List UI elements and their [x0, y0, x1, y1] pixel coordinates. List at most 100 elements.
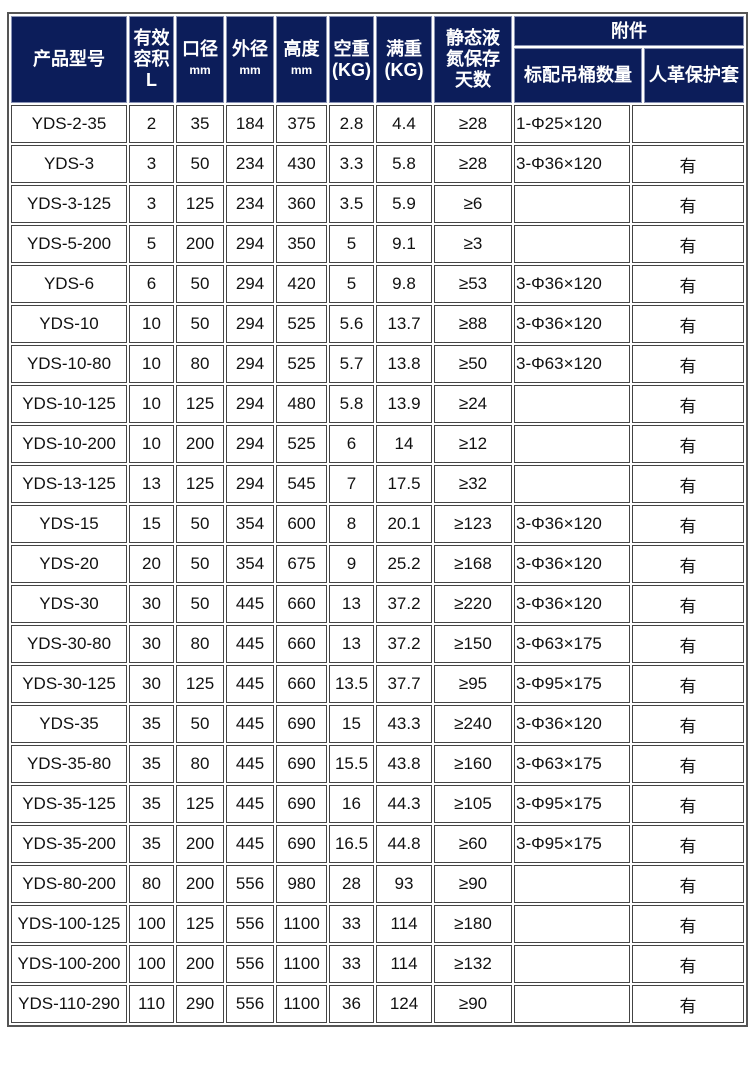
cell-volume: 35: [129, 705, 174, 743]
cell-volume: 10: [129, 425, 174, 463]
cell-storage-days: ≥50: [434, 345, 512, 383]
cell-cover: 有: [632, 185, 744, 223]
table-row: YDS-10-125 10 125 294 480 5.8 13.9 ≥24 有: [11, 385, 744, 423]
cell-cover: 有: [632, 465, 744, 503]
cell-model: YDS-10: [11, 305, 127, 343]
cell-empty-weight: 15: [329, 705, 374, 743]
cell-canisters: 3-Φ95×175: [514, 825, 630, 863]
cell-full-weight: 5.8: [376, 145, 432, 183]
cell-empty-weight: 13: [329, 625, 374, 663]
header-outer: 外径 mm: [226, 16, 274, 103]
header-storage-line: 静态液: [446, 28, 500, 48]
cell-mouth: 125: [176, 385, 224, 423]
cell-outer: 294: [226, 425, 274, 463]
header-storage-line: 天数: [455, 70, 491, 90]
header-unit: mm: [239, 62, 261, 77]
cell-mouth: 200: [176, 865, 224, 903]
cell-canisters: 3-Φ63×120: [514, 345, 630, 383]
spec-table: 产品型号 有效 容积 L 口径 mm 外径 mm 高度 mm 空重 (KG) 满重 (KG) …: [7, 12, 748, 1027]
cell-outer: 556: [226, 905, 274, 943]
cell-mouth: 125: [176, 185, 224, 223]
cell-empty-weight: 3.3: [329, 145, 374, 183]
cell-outer: 294: [226, 465, 274, 503]
table-row: YDS-35 35 50 445 690 15 43.3 ≥240 3-Φ36×120 有: [11, 705, 744, 743]
cell-canisters: [514, 865, 630, 903]
cell-height: 1100: [276, 985, 327, 1023]
cell-full-weight: 37.2: [376, 585, 432, 623]
header-mouth-label: 口径: [182, 38, 218, 59]
cell-height: 690: [276, 705, 327, 743]
cell-outer: 445: [226, 625, 274, 663]
header-volume-line: L: [146, 70, 157, 90]
cell-model: YDS-10-125: [11, 385, 127, 423]
cell-storage-days: ≥12: [434, 425, 512, 463]
cell-height: 525: [276, 345, 327, 383]
cell-outer: 556: [226, 865, 274, 903]
cell-mouth: 35: [176, 105, 224, 143]
cell-empty-weight: 5.7: [329, 345, 374, 383]
cell-canisters: 3-Φ95×175: [514, 665, 630, 703]
cell-outer: 445: [226, 825, 274, 863]
cell-empty-weight: 5.6: [329, 305, 374, 343]
cell-cover: 有: [632, 905, 744, 943]
cell-full-weight: 124: [376, 985, 432, 1023]
cell-canisters: 3-Φ36×120: [514, 705, 630, 743]
cell-full-weight: 9.8: [376, 265, 432, 303]
cell-model: YDS-30-125: [11, 665, 127, 703]
cell-storage-days: ≥105: [434, 785, 512, 823]
cell-volume: 13: [129, 465, 174, 503]
cell-full-weight: 114: [376, 945, 432, 983]
cell-cover: 有: [632, 545, 744, 583]
cell-empty-weight: 16: [329, 785, 374, 823]
cell-empty-weight: 33: [329, 905, 374, 943]
cell-full-weight: 17.5: [376, 465, 432, 503]
cell-outer: 234: [226, 185, 274, 223]
cell-mouth: 50: [176, 305, 224, 343]
cell-storage-days: ≥90: [434, 985, 512, 1023]
cell-height: 690: [276, 825, 327, 863]
cell-cover: 有: [632, 785, 744, 823]
cell-cover: 有: [632, 225, 744, 263]
cell-volume: 35: [129, 745, 174, 783]
cell-model: YDS-2-35: [11, 105, 127, 143]
table-row: YDS-35-80 35 80 445 690 15.5 43.8 ≥160 3-Φ63×175…: [11, 745, 744, 783]
cell-model: YDS-35-125: [11, 785, 127, 823]
cell-outer: 294: [226, 265, 274, 303]
header-volume-line: 容积: [133, 49, 170, 69]
cell-mouth: 200: [176, 825, 224, 863]
table-row: YDS-6 6 50 294 420 5 9.8 ≥53 3-Φ36×120 有: [11, 265, 744, 303]
cell-empty-weight: 36: [329, 985, 374, 1023]
cell-empty-weight: 9: [329, 545, 374, 583]
cell-canisters: [514, 985, 630, 1023]
header-storage: 静态液 氮保存 天数: [434, 16, 512, 103]
cell-empty-weight: 3.5: [329, 185, 374, 223]
cell-empty-weight: 15.5: [329, 745, 374, 783]
cell-full-weight: 44.8: [376, 825, 432, 863]
cell-model: YDS-15: [11, 505, 127, 543]
cell-mouth: 50: [176, 505, 224, 543]
cell-cover: 有: [632, 145, 744, 183]
cell-storage-days: ≥240: [434, 705, 512, 743]
cell-height: 660: [276, 625, 327, 663]
cell-cover: 有: [632, 705, 744, 743]
cell-model: YDS-35: [11, 705, 127, 743]
table-row: YDS-30 30 50 445 660 13 37.2 ≥220 3-Φ36×120 有: [11, 585, 744, 623]
cell-model: YDS-30: [11, 585, 127, 623]
cell-height: 690: [276, 785, 327, 823]
header-unit: (KG): [332, 59, 371, 80]
cell-mouth: 200: [176, 945, 224, 983]
table-row: YDS-15 15 50 354 600 8 20.1 ≥123 3-Φ36×120 有: [11, 505, 744, 543]
cell-storage-days: ≥88: [434, 305, 512, 343]
header-full: 满重 (KG): [376, 16, 432, 103]
cell-outer: 445: [226, 665, 274, 703]
cell-volume: 15: [129, 505, 174, 543]
cell-empty-weight: 7: [329, 465, 374, 503]
cell-canisters: [514, 225, 630, 263]
cell-outer: 234: [226, 145, 274, 183]
header-empty-label: 空重: [333, 38, 370, 59]
cell-storage-days: ≥150: [434, 625, 512, 663]
cell-volume: 2: [129, 105, 174, 143]
header-accessories: 附件: [514, 16, 744, 46]
cell-volume: 100: [129, 905, 174, 943]
cell-outer: 184: [226, 105, 274, 143]
